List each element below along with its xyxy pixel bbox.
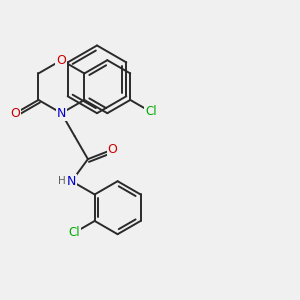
Text: O: O — [11, 107, 20, 120]
Text: O: O — [56, 54, 66, 67]
Text: O: O — [108, 143, 118, 156]
Text: N: N — [57, 107, 66, 120]
Text: Cl: Cl — [68, 226, 80, 239]
Text: Cl: Cl — [145, 105, 157, 119]
Text: N: N — [67, 175, 76, 188]
Text: H: H — [58, 176, 66, 186]
